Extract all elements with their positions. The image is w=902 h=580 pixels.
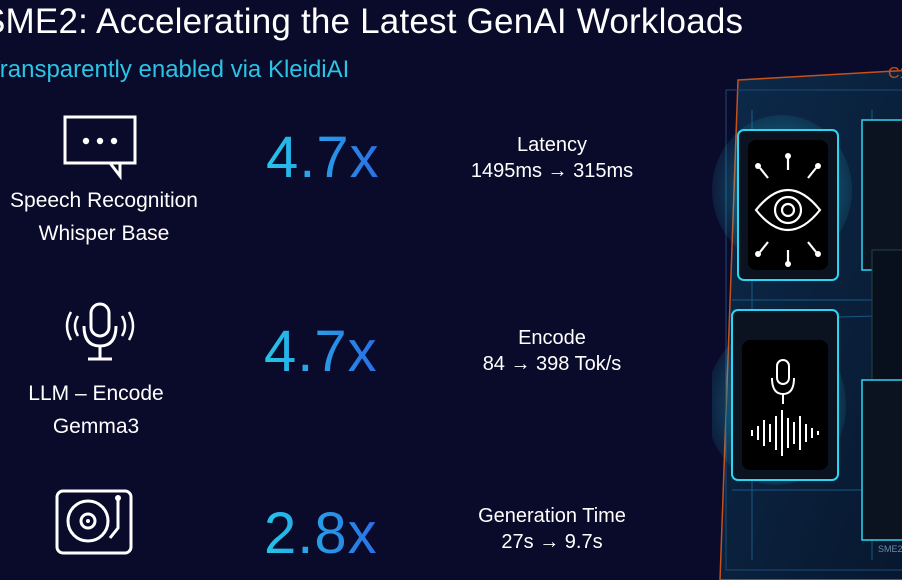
row-1-metric: Latency 1495ms → 315ms — [442, 132, 662, 184]
chip-corner-label: C1 — [888, 65, 902, 82]
row-2-label-line1: LLM – Encode — [28, 382, 164, 405]
row-1-metric-value: 1495ms → 315ms — [470, 160, 634, 182]
row-1-label: Speech Recognition Whisper Base — [4, 184, 204, 250]
row-2-label: LLM – Encode Gemma3 — [0, 377, 196, 443]
chip-sme-label: SME2 — [878, 544, 902, 554]
row-1-label-line2: Whisper Base — [38, 222, 170, 245]
chat-bubble-icon — [63, 115, 137, 180]
row-3-speedup: 2.8x — [264, 501, 378, 566]
microphone-icon — [65, 302, 135, 361]
chip-illustration: C1 SME2 — [712, 65, 902, 580]
row-1-speedup: 4.7x — [266, 125, 380, 190]
row-3-metric-value: 27s → 9.7s — [501, 531, 603, 553]
row-2-metric-name: Encode — [518, 327, 586, 349]
row-2-metric: Encode 84 → 398 Tok/s — [442, 325, 662, 377]
row-3-metric: Generation Time 27s → 9.7s — [442, 503, 662, 555]
row-2-speedup: 4.7x — [264, 319, 378, 384]
slide-subtitle: Transparently enabled via KleidiAI — [0, 56, 350, 83]
row-3-metric-name: Generation Time — [478, 505, 626, 527]
row-1-label-line1: Speech Recognition — [10, 189, 198, 212]
row-1-metric-name: Latency — [516, 134, 588, 156]
row-2-label-line2: Gemma3 — [52, 415, 140, 438]
row-2-metric-value: 84 → 398 Tok/s — [482, 353, 622, 375]
slide-title: SME2: Accelerating the Latest GenAI Work… — [0, 2, 744, 41]
turntable-icon — [55, 489, 133, 555]
